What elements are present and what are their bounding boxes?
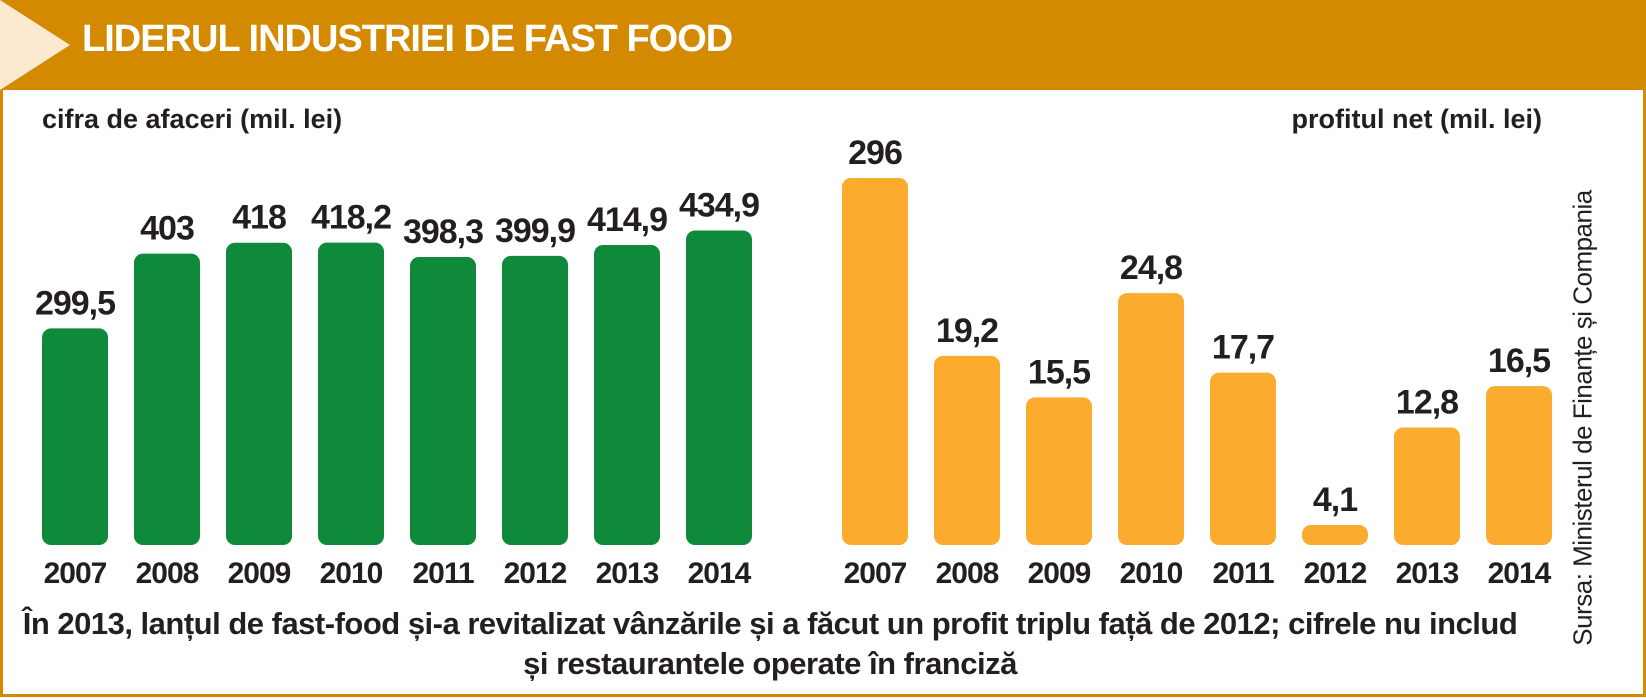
profit-year-label: 2012 — [1304, 557, 1367, 590]
chart-title: LIDERUL INDUSTRIEI DE FAST FOOD — [82, 18, 733, 60]
turnover-chart: 299,5 2007 403 2008 418 2009 418,2 2010 398,3 201… — [35, 187, 760, 590]
caption: În 2013, lanțul de fast-food și-a revita… — [22, 606, 1518, 681]
header-bar: LIDERUL INDUSTRIEI DE FAST FOOD — [0, 0, 1646, 90]
profit-year-label: 2011 — [1212, 557, 1273, 590]
turnover-bar-2012 — [502, 255, 568, 545]
turnover-year-label: 2007 — [44, 557, 107, 590]
profit-value-label: 16,5 — [1488, 342, 1550, 380]
turnover-bar-2007 — [42, 328, 108, 545]
turnover-bar-2011 — [410, 256, 476, 545]
turnover-bar-2014 — [686, 230, 752, 545]
turnover-bar-2008 — [134, 253, 200, 545]
turnover-year-label: 2014 — [688, 557, 752, 590]
profit-bar-2012 — [1302, 525, 1368, 545]
turnover-year-label: 2008 — [136, 557, 199, 590]
profit-chart: 296 2007 19,2 2008 15,5 2009 24,8 2010 17,7 2011 4… — [842, 134, 1553, 590]
turnover-value-label: 414,9 — [587, 201, 667, 239]
turnover-bar-2009 — [226, 242, 292, 545]
profit-value-label: 12,8 — [1396, 384, 1458, 422]
profit-value-label: 19,2 — [936, 312, 998, 350]
profit-value-label: 17,7 — [1212, 329, 1274, 367]
turnover-bar-2013 — [594, 244, 660, 545]
profit-year-label: 2014 — [1488, 557, 1552, 590]
turnover-bar-2010 — [318, 242, 384, 545]
profit-unit-label: profitul net (mil. lei) — [1292, 104, 1543, 134]
profit-bar-2013 — [1394, 427, 1460, 545]
turnover-value-label: 418 — [232, 199, 286, 237]
turnover-unit-label: cifra de afaceri (mil. lei) — [42, 104, 342, 134]
turnover-value-label: 418,2 — [311, 199, 391, 237]
profit-value-label: 296 — [848, 134, 902, 172]
profit-year-label: 2007 — [844, 557, 907, 590]
profit-bar-2009 — [1026, 397, 1092, 545]
profit-year-label: 2010 — [1120, 557, 1183, 590]
profit-bar-2014 — [1486, 386, 1552, 545]
turnover-value-label: 399,9 — [495, 212, 575, 250]
profit-year-label: 2009 — [1028, 557, 1091, 590]
profit-bar-2010 — [1118, 293, 1184, 545]
turnover-year-label: 2010 — [320, 557, 383, 590]
turnover-value-label: 299,5 — [35, 284, 115, 322]
turnover-value-label: 403 — [140, 210, 194, 248]
turnover-year-label: 2011 — [412, 557, 473, 590]
turnover-year-label: 2012 — [504, 557, 567, 590]
profit-bar-2007 — [842, 178, 908, 545]
profit-year-label: 2013 — [1396, 557, 1459, 590]
turnover-year-label: 2009 — [228, 557, 291, 590]
turnover-year-label: 2013 — [596, 557, 659, 590]
turnover-value-label: 434,9 — [679, 187, 759, 225]
profit-value-label: 15,5 — [1028, 353, 1090, 391]
source-text: Sursa: Ministerul de Finanțe și Compania — [1567, 190, 1598, 646]
turnover-value-label: 398,3 — [403, 213, 483, 251]
profit-value-label: 4,1 — [1313, 481, 1357, 519]
profit-bar-2008 — [934, 355, 1000, 545]
arrow-icon — [0, 0, 70, 90]
profit-bar-2011 — [1210, 372, 1276, 545]
profit-year-label: 2008 — [936, 557, 999, 590]
profit-value-label: 24,8 — [1120, 249, 1182, 287]
